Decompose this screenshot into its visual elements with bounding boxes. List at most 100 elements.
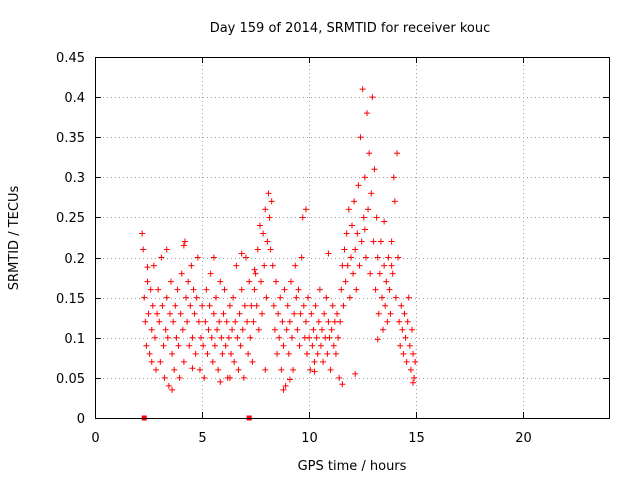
data-point — [313, 334, 320, 341]
data-point — [242, 254, 249, 261]
data-point — [140, 246, 147, 253]
data-point — [201, 374, 208, 381]
data-point — [317, 342, 324, 349]
data-point — [143, 342, 150, 349]
data-point — [289, 334, 296, 341]
data-point — [268, 198, 275, 205]
data-point — [204, 350, 211, 357]
y-tick-label: 0.1 — [64, 332, 85, 347]
data-point — [200, 342, 207, 349]
data-point — [306, 334, 313, 341]
data-point — [287, 278, 294, 285]
data-point — [165, 382, 172, 389]
data-point — [388, 262, 395, 269]
data-point — [176, 374, 183, 381]
data-point — [261, 262, 268, 269]
y-tick-label: 0 — [77, 412, 85, 427]
data-point — [216, 318, 223, 325]
data-point — [178, 270, 185, 277]
data-point — [145, 310, 152, 317]
data-point — [184, 318, 191, 325]
plot-frame — [95, 57, 610, 419]
x-tick-label: 0 — [91, 431, 99, 446]
data-point — [192, 350, 199, 357]
data-point — [359, 86, 366, 93]
data-point — [315, 318, 322, 325]
data-point — [275, 310, 282, 317]
data-point — [241, 302, 248, 309]
data-point — [266, 214, 273, 221]
data-point — [380, 326, 387, 333]
x-axis-label: GPS time / hours — [298, 459, 407, 474]
x-tick-label: 5 — [198, 431, 206, 446]
data-point — [311, 358, 318, 365]
data-point — [408, 326, 415, 333]
data-point — [357, 134, 364, 141]
data-point — [265, 190, 272, 197]
data-point — [253, 302, 260, 309]
data-point — [311, 368, 318, 375]
data-point — [220, 310, 227, 317]
data-point — [163, 246, 170, 253]
data-point — [293, 294, 300, 301]
data-point — [148, 326, 155, 333]
data-point — [223, 318, 230, 325]
data-point — [383, 278, 390, 285]
data-point — [280, 386, 287, 393]
data-point — [299, 214, 306, 221]
data-point — [194, 254, 201, 261]
data-point — [270, 302, 277, 309]
data-point — [365, 206, 372, 213]
data-point — [262, 366, 269, 373]
data-point — [347, 254, 354, 261]
data-point — [402, 334, 409, 341]
data-point — [168, 278, 175, 285]
data-point — [164, 334, 171, 341]
data-points — [139, 86, 419, 421]
data-point — [399, 326, 406, 333]
data-point — [368, 190, 375, 197]
data-point — [404, 318, 411, 325]
data-point — [401, 310, 408, 317]
data-point — [324, 350, 331, 357]
data-point — [172, 302, 179, 309]
data-point — [314, 350, 321, 357]
data-point — [281, 286, 288, 293]
data-point — [372, 286, 379, 293]
data-point — [198, 334, 205, 341]
data-point — [244, 318, 251, 325]
data-point — [350, 270, 357, 277]
data-point — [295, 286, 302, 293]
data-point — [195, 318, 202, 325]
data-point — [340, 302, 347, 309]
data-point — [183, 294, 190, 301]
data-point — [337, 318, 344, 325]
data-point — [407, 366, 414, 373]
data-point — [221, 286, 228, 293]
data-point — [405, 294, 412, 301]
data-point — [329, 302, 336, 309]
data-point — [234, 334, 241, 341]
data-point — [240, 374, 247, 381]
data-point — [279, 318, 286, 325]
data-point — [325, 250, 332, 257]
data-point — [150, 262, 157, 269]
y-tick-label: 0.05 — [56, 372, 85, 387]
data-point — [189, 334, 196, 341]
data-point — [308, 310, 315, 317]
data-point — [387, 310, 394, 317]
data-point — [225, 334, 232, 341]
data-point — [381, 218, 388, 225]
data-point — [352, 246, 359, 253]
data-point — [391, 198, 398, 205]
data-point — [310, 326, 317, 333]
data-point — [349, 222, 355, 229]
data-point — [193, 294, 200, 301]
data-point — [272, 278, 279, 285]
data-point — [356, 262, 363, 269]
data-point — [205, 326, 212, 333]
data-point — [213, 294, 220, 301]
data-point — [218, 334, 225, 341]
data-point — [250, 318, 257, 325]
data-point — [248, 302, 255, 309]
